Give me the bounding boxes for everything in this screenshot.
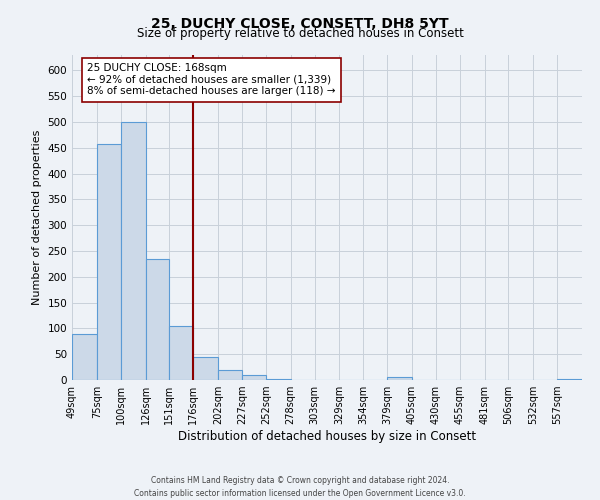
Text: Contains HM Land Registry data © Crown copyright and database right 2024.
Contai: Contains HM Land Registry data © Crown c… <box>134 476 466 498</box>
Bar <box>72 334 97 380</box>
Bar <box>97 144 121 380</box>
Bar <box>146 259 169 380</box>
Text: 25 DUCHY CLOSE: 168sqm
← 92% of detached houses are smaller (1,339)
8% of semi-d: 25 DUCHY CLOSE: 168sqm ← 92% of detached… <box>88 63 336 96</box>
Text: Size of property relative to detached houses in Consett: Size of property relative to detached ho… <box>137 28 463 40</box>
Bar <box>242 375 266 380</box>
Bar <box>218 370 242 380</box>
Bar <box>266 379 291 380</box>
Text: 25, DUCHY CLOSE, CONSETT, DH8 5YT: 25, DUCHY CLOSE, CONSETT, DH8 5YT <box>151 18 449 32</box>
Bar <box>557 379 582 380</box>
Y-axis label: Number of detached properties: Number of detached properties <box>32 130 42 305</box>
Bar <box>169 326 193 380</box>
Bar <box>121 122 146 380</box>
Bar <box>387 378 412 380</box>
X-axis label: Distribution of detached houses by size in Consett: Distribution of detached houses by size … <box>178 430 476 443</box>
Bar <box>193 357 218 380</box>
